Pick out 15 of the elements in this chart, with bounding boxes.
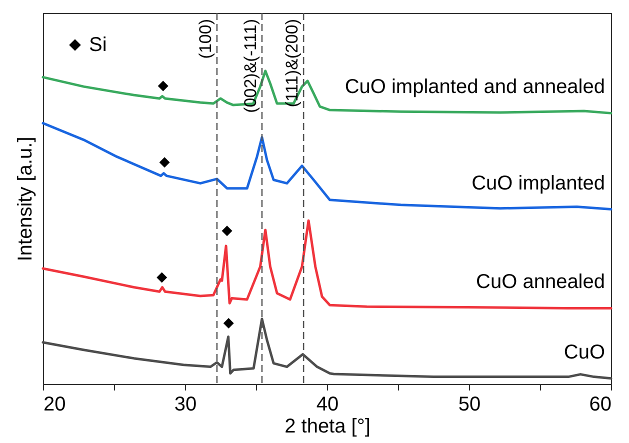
- x-tick-label: 40: [316, 394, 339, 416]
- series-label: CuO: [564, 341, 605, 364]
- x-tick-label: 20: [44, 394, 66, 416]
- series-label: CuO implanted and annealed: [344, 76, 605, 98]
- y-axis-title: Intensity [a.u.]: [14, 136, 36, 262]
- annotation: (100): [196, 19, 215, 59]
- annotation: (002)&(-111): [240, 19, 260, 113]
- x-axis-title: 2 theta [°]: [284, 416, 370, 438]
- x-tick-label: 50: [458, 394, 481, 416]
- x-tick-label: 60: [589, 394, 612, 416]
- series-label: CuO implanted: [472, 172, 605, 194]
- series-label: CuO annealed: [476, 271, 605, 294]
- x-tick-label: 30: [174, 394, 197, 416]
- annotation: (111)&(200): [282, 19, 302, 108]
- legend-label: Si: [89, 34, 107, 56]
